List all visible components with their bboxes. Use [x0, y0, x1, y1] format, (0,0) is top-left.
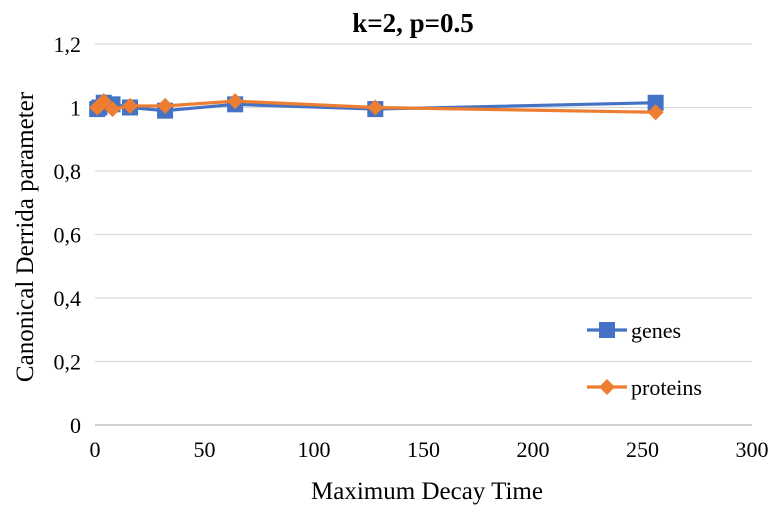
x-tick-label: 150 — [407, 437, 440, 462]
square-point — [647, 94, 664, 111]
y-tick-label: 1,2 — [54, 32, 82, 57]
gridlines — [95, 43, 752, 363]
x-tick-label: 100 — [298, 437, 331, 462]
legend-marker — [599, 379, 615, 395]
diamond-point — [367, 99, 384, 116]
x-tick-label: 50 — [194, 437, 216, 462]
diamond-point — [122, 97, 139, 114]
legend: genes proteins — [587, 318, 702, 400]
y-tick-label: 0 — [70, 413, 81, 438]
legend-label: proteins — [631, 375, 702, 400]
x-tick-label: 250 — [626, 437, 659, 462]
x-tick-label: 0 — [90, 437, 101, 462]
y-tick-label: 0,4 — [54, 286, 82, 311]
x-tick-labels: 0 50 100 150 200 250 300 — [90, 437, 769, 462]
series-group — [89, 93, 664, 121]
y-tick-label: 0,2 — [54, 350, 82, 375]
legend-label: genes — [631, 318, 681, 343]
x-axis-label: Maximum Decay Time — [311, 478, 543, 505]
legend-item-genes: genes — [587, 318, 681, 343]
series-proteins — [89, 93, 664, 121]
diamond-point — [157, 97, 174, 114]
x-tick-label: 200 — [517, 437, 550, 462]
y-tick-label: 0,8 — [54, 159, 82, 184]
diamond-point — [227, 93, 244, 110]
diamond-point — [104, 101, 121, 118]
legend-marker — [599, 322, 615, 338]
y-tick-label: 1 — [70, 96, 81, 121]
y-tick-labels: 0 0,2 0,4 0,6 0,8 1 1,2 — [54, 32, 82, 438]
y-axis-label: Canonical Derrida parameter — [12, 91, 39, 382]
x-tick-label: 300 — [736, 437, 769, 462]
legend-item-proteins: proteins — [587, 375, 702, 400]
chart-title: k=2, p=0.5 — [352, 8, 474, 38]
diamond-point — [647, 104, 664, 121]
diamond-point — [95, 93, 112, 110]
y-tick-label: 0,6 — [54, 223, 82, 248]
